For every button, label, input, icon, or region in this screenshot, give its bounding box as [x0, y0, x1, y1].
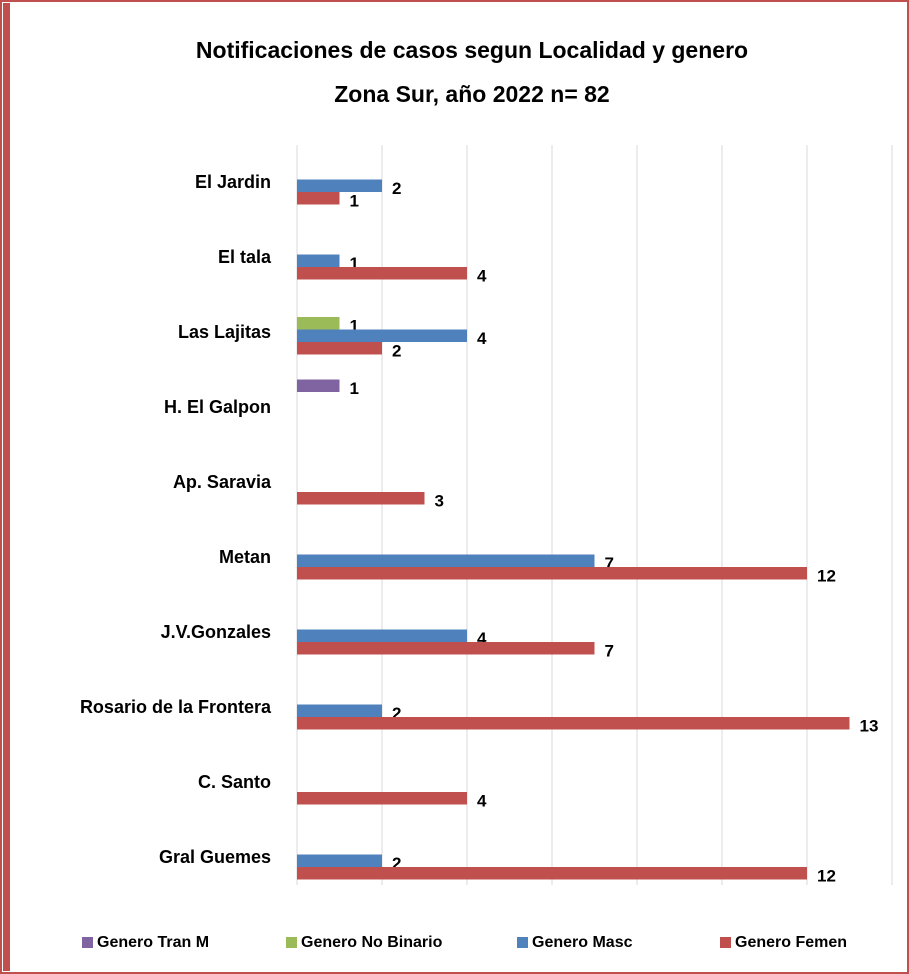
bar: [297, 554, 595, 567]
data-label: 2: [392, 179, 401, 198]
data-label: 3: [435, 492, 444, 511]
frame-edge: [3, 3, 10, 971]
data-label: 4: [477, 629, 487, 648]
data-label: 12: [817, 567, 836, 586]
y-tick-label: Rosario de la Frontera: [80, 697, 272, 717]
bar: [297, 629, 467, 642]
bar: [297, 792, 467, 805]
legend-swatch: [720, 937, 731, 948]
y-tick-label: Metan: [219, 547, 271, 567]
bar: [297, 329, 467, 342]
legend-swatch: [286, 937, 297, 948]
data-label: 2: [392, 854, 401, 873]
bar: [297, 717, 850, 730]
data-label: 12: [817, 867, 836, 886]
bar: [297, 642, 595, 655]
y-tick-label: H. El Galpon: [164, 397, 271, 417]
bar: [297, 492, 425, 505]
data-label: 7: [605, 554, 614, 573]
chart-title: Notificaciones de casos segun Localidad …: [196, 37, 748, 63]
legend-label: Genero Femen: [735, 934, 847, 951]
data-label: 1: [350, 317, 359, 336]
bar: [297, 267, 467, 280]
bar: [297, 192, 340, 205]
bar: [297, 379, 340, 392]
data-label: 2: [392, 704, 401, 723]
data-label: 2: [392, 342, 401, 361]
bar: [297, 179, 382, 192]
bar: [297, 704, 382, 717]
legend-label: Genero Tran M: [97, 934, 209, 951]
data-label: 4: [477, 267, 487, 286]
y-tick-label: J.V.Gonzales: [161, 622, 271, 642]
y-tick-label: Las Lajitas: [178, 322, 271, 342]
data-label: 4: [477, 329, 487, 348]
data-label: 13: [860, 717, 879, 736]
y-tick-label: C. Santo: [198, 772, 271, 792]
data-label: 4: [477, 792, 487, 811]
bar: [297, 342, 382, 355]
data-label: 7: [605, 642, 614, 661]
chart-subtitle: Zona Sur, año 2022 n= 82: [334, 81, 609, 107]
legend-swatch: [82, 937, 93, 948]
bar: [297, 254, 340, 267]
data-label: 1: [350, 379, 359, 398]
data-label: 1: [350, 192, 359, 211]
bar: [297, 854, 382, 867]
data-label: 1: [350, 254, 359, 273]
bar: [297, 567, 807, 580]
y-tick-label: El Jardin: [195, 172, 271, 192]
y-tick-label: Ap. Saravia: [173, 472, 272, 492]
y-tick-label: Gral Guemes: [159, 847, 271, 867]
bar: [297, 867, 807, 880]
bar: [297, 317, 340, 330]
legend-label: Genero Masc: [532, 934, 633, 951]
legend-swatch: [517, 937, 528, 948]
y-tick-label: El tala: [218, 247, 272, 267]
legend-label: Genero No Binario: [301, 934, 443, 951]
